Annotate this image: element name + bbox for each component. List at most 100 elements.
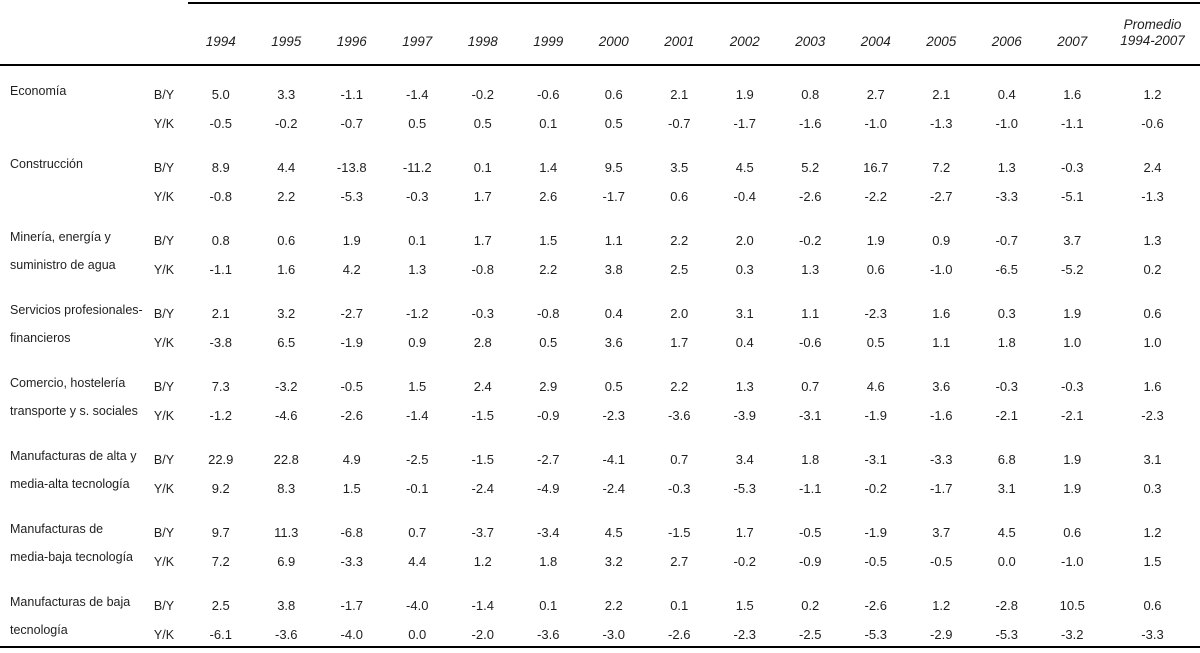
value-cell: -0.4 <box>733 189 756 204</box>
value-cell: -1.1 <box>209 262 232 277</box>
ratio-label: B/Y <box>153 526 175 540</box>
value-cell: 1.0 <box>1063 335 1082 350</box>
value-cell: 1.5 <box>342 481 361 496</box>
value-cell: 7.2 <box>932 160 951 175</box>
value-cell: 4.4 <box>408 554 427 569</box>
value-cell: 6.9 <box>277 554 296 569</box>
value-cell: -2.4 <box>471 481 494 496</box>
value-cell: 11.3 <box>274 525 299 540</box>
value-cell: 1.7 <box>473 189 492 204</box>
promedio-value-cell: 3.1 <box>1143 452 1162 467</box>
value-cell: 0.5 <box>473 116 492 131</box>
value-cell: 2.2 <box>670 233 689 248</box>
value-cell: -0.5 <box>930 554 953 569</box>
value-cell: -5.3 <box>340 189 363 204</box>
value-cell: 3.2 <box>277 306 296 321</box>
value-cell: -0.8 <box>537 306 560 321</box>
ratio-label: B/Y <box>153 599 175 613</box>
ratio-label: Y/K <box>153 336 175 350</box>
value-cell: 3.6 <box>932 379 951 394</box>
value-cell: -2.3 <box>733 627 756 642</box>
value-cell: -3.6 <box>668 408 691 423</box>
value-cell: -1.4 <box>406 87 429 102</box>
value-cell: 1.7 <box>670 335 689 350</box>
value-cell: -0.6 <box>537 87 560 102</box>
sector-column-header <box>0 3 140 66</box>
value-cell: 4.6 <box>866 379 885 394</box>
value-cell: 2.2 <box>604 598 623 613</box>
value-cell: -0.2 <box>471 87 494 102</box>
value-cell: 4.9 <box>342 452 361 467</box>
table-row: Y/K -6.1 -3.6 -4.0 0.0 -2.0 -3.6 -3.0 -2.6 -2.3 -2… <box>0 617 1200 647</box>
table-row: Servicios profesionales-financieros B/Y 2.… <box>0 281 1200 345</box>
promedio-value-cell: -0.6 <box>1141 116 1164 131</box>
promedio-header-line2: 1994-2007 <box>1120 33 1185 48</box>
value-cell: -2.6 <box>864 598 887 613</box>
value-cell: -3.1 <box>864 452 887 467</box>
sector-label-line: Servicios profesionales- <box>10 303 143 317</box>
value-cell: -1.1 <box>340 87 363 102</box>
value-cell: -3.9 <box>733 408 756 423</box>
value-cell: 3.7 <box>932 525 951 540</box>
value-cell: 1.9 <box>342 233 361 248</box>
value-cell: 1.9 <box>1063 452 1082 467</box>
value-cell: 1.5 <box>408 379 427 394</box>
value-cell: -1.7 <box>733 116 756 131</box>
ratio-label: B/Y <box>153 307 175 321</box>
value-cell: -1.2 <box>406 306 429 321</box>
value-cell: 0.7 <box>801 379 820 394</box>
value-cell: -5.1 <box>1061 189 1084 204</box>
table-row: Y/K -1.2 -4.6 -2.6 -1.4 -1.5 -0.9 -2.3 -3.6 -3.9 -… <box>0 398 1200 427</box>
value-cell: -3.3 <box>995 189 1018 204</box>
promedio-header-line1: Promedio <box>1123 17 1182 32</box>
value-cell: 2.8 <box>473 335 492 350</box>
value-cell: 8.3 <box>277 481 296 496</box>
value-cell: 3.1 <box>735 306 754 321</box>
table-row: Y/K -3.8 6.5 -1.9 0.9 2.8 0.5 3.6 1.7 0.4 -0.6 0.5 1… <box>0 325 1200 354</box>
value-cell: -0.9 <box>537 408 560 423</box>
value-cell: -2.3 <box>864 306 887 321</box>
promedio-value-cell: -3.3 <box>1141 627 1164 642</box>
value-cell: -1.6 <box>799 116 822 131</box>
table-row: Comercio, hostelería transporte y s. soci… <box>0 354 1200 418</box>
ratio-label: Y/K <box>153 409 175 423</box>
value-cell: 1.2 <box>473 554 492 569</box>
value-cell: -0.2 <box>799 233 822 248</box>
value-cell: 1.9 <box>866 233 885 248</box>
table-row: Economía B/Y 5.0 3.3 -1.1 -1.4 -0.2 -0.6 0.6 2.1 1… <box>0 65 1200 106</box>
value-cell: 4.5 <box>997 525 1016 540</box>
value-cell: 0.1 <box>670 598 689 613</box>
ratio-label: B/Y <box>153 161 175 175</box>
value-cell: -2.1 <box>995 408 1018 423</box>
value-cell: -2.0 <box>471 627 494 642</box>
value-cell: -0.8 <box>471 262 494 277</box>
value-cell: 9.7 <box>211 525 230 540</box>
table-row: Construcción B/Y 8.9 4.4 -13.8 -11.2 0.1 1.4 9.5… <box>0 135 1200 179</box>
ratio-label: Y/K <box>153 555 175 569</box>
value-cell: -0.3 <box>668 481 691 496</box>
table-header: 1994 1995 1996 1997 1998 1999 2000 2001 2002 2003… <box>0 2 1200 66</box>
value-cell: 3.2 <box>604 554 623 569</box>
year-header: 1998 <box>450 2 516 66</box>
value-cell: -1.5 <box>471 408 494 423</box>
value-cell: 4.2 <box>342 262 361 277</box>
value-cell: 1.8 <box>997 335 1016 350</box>
year-header: 2004 <box>843 2 909 66</box>
value-cell: -3.3 <box>930 452 953 467</box>
value-cell: 0.5 <box>539 335 558 350</box>
value-cell: 0.5 <box>604 379 623 394</box>
value-cell: -13.8 <box>336 160 367 175</box>
value-cell: 0.0 <box>997 554 1016 569</box>
sector-label: Manufacturas de alta y media-alta tecnolo… <box>0 427 140 500</box>
year-header: 1994 <box>188 2 254 66</box>
value-cell: 1.5 <box>539 233 558 248</box>
value-cell: -0.2 <box>864 481 887 496</box>
value-cell: 1.6 <box>1063 87 1082 102</box>
value-cell: -3.7 <box>471 525 494 540</box>
value-cell: 0.4 <box>997 87 1016 102</box>
year-header: 1996 <box>319 2 385 66</box>
value-cell: -1.7 <box>930 481 953 496</box>
sector-label-line: Minería, energía y <box>10 230 111 244</box>
sector-label: Economía <box>0 65 140 135</box>
value-cell: 0.5 <box>866 335 885 350</box>
